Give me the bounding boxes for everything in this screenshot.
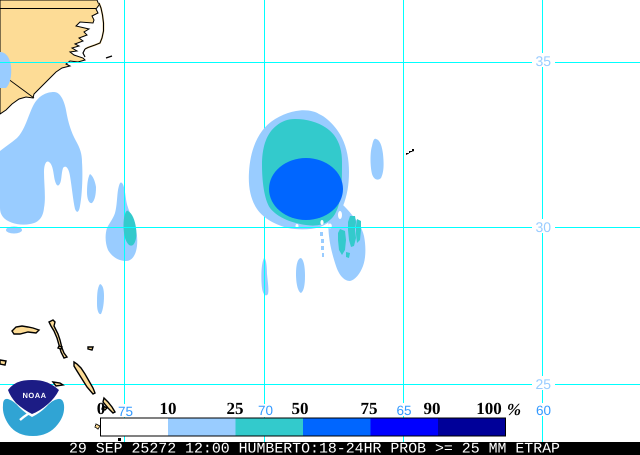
svg-text:30: 30 xyxy=(536,219,552,235)
svg-text:75: 75 xyxy=(361,399,378,418)
svg-text:90: 90 xyxy=(424,399,441,418)
svg-text:NOAA: NOAA xyxy=(22,391,46,400)
svg-text:%: % xyxy=(507,400,521,419)
svg-text:100: 100 xyxy=(476,399,502,418)
svg-text:60: 60 xyxy=(536,403,551,418)
svg-text:70: 70 xyxy=(258,403,273,418)
svg-text:65: 65 xyxy=(397,403,412,418)
svg-text:25: 25 xyxy=(227,399,244,418)
svg-text:0: 0 xyxy=(97,399,106,418)
svg-text:25: 25 xyxy=(536,376,552,392)
svg-text:75: 75 xyxy=(118,404,133,419)
svg-text:29 SEP 25272 12:00 HUMBERTO:18: 29 SEP 25272 12:00 HUMBERTO:18-24HR PROB… xyxy=(69,442,560,455)
svg-text:10: 10 xyxy=(160,399,177,418)
svg-text:50: 50 xyxy=(292,399,309,418)
svg-text:35: 35 xyxy=(536,53,552,69)
